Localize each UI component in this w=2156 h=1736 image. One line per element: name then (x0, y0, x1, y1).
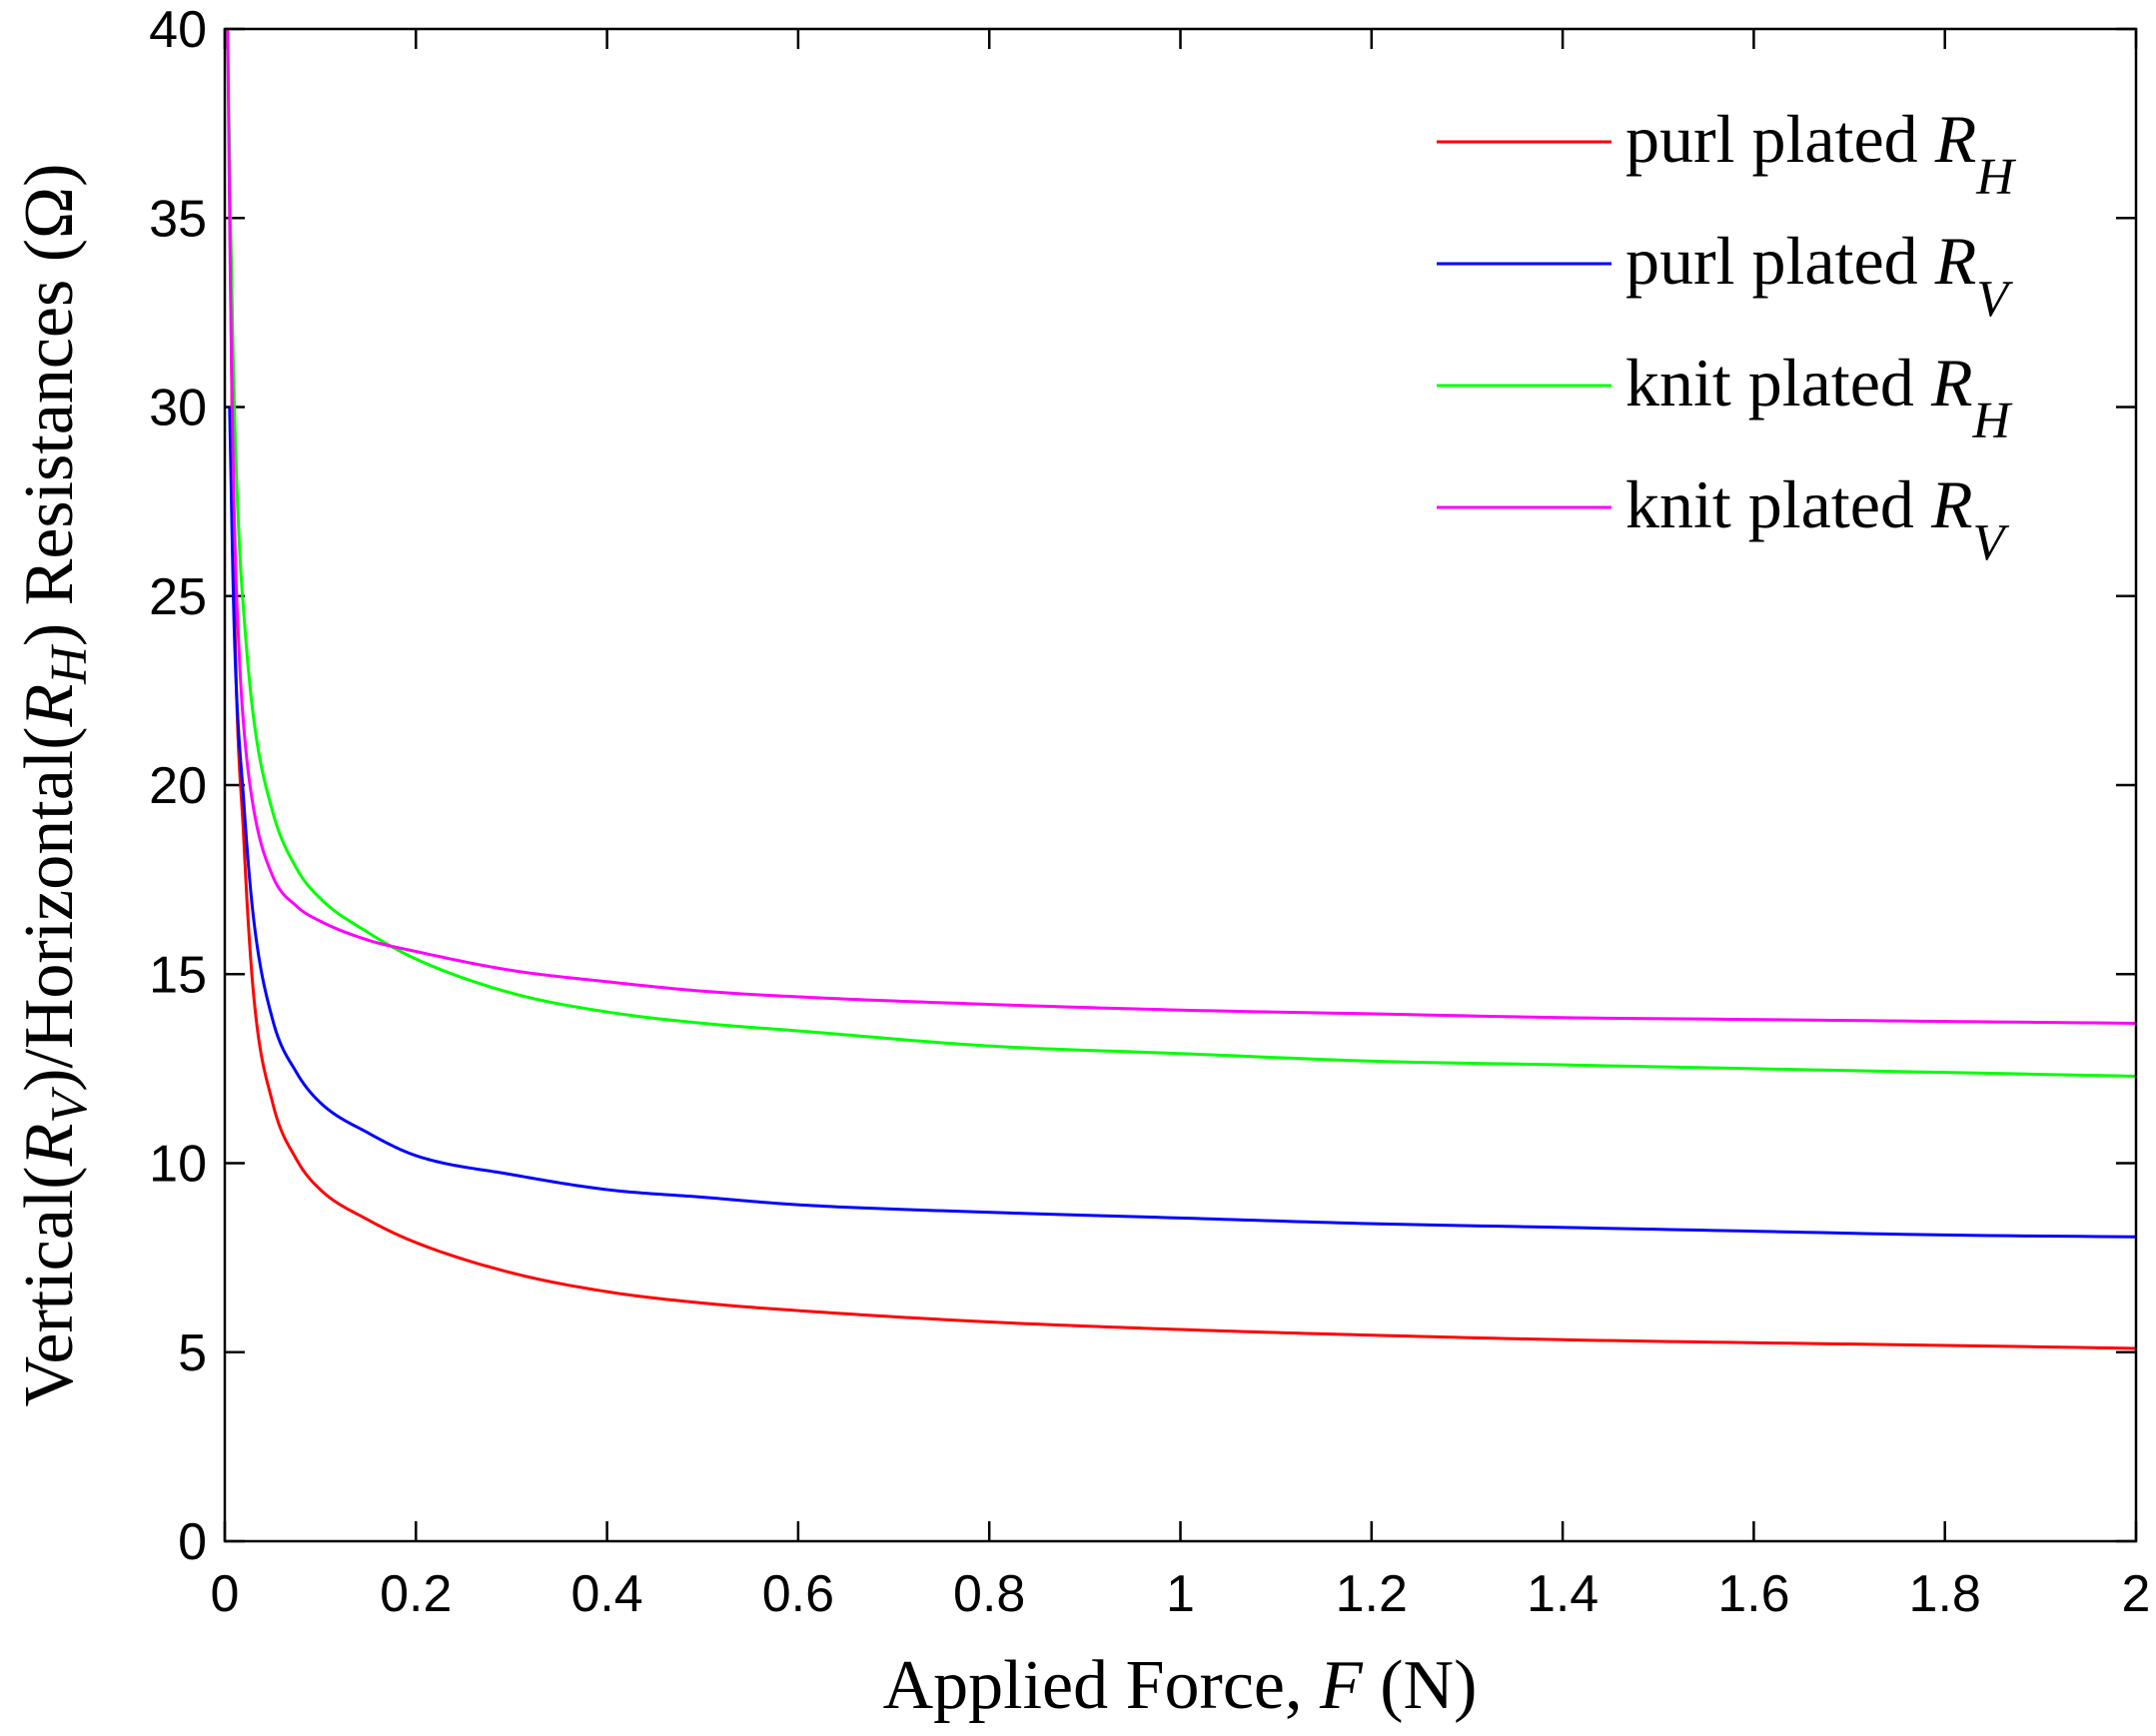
legend-label-sub: V (1972, 514, 2009, 571)
y-axis-label-r2: R (11, 684, 88, 728)
legend-label-var: R (1934, 101, 1977, 177)
y-tick-label: 30 (149, 380, 207, 437)
y-axis-label-part1: Vertical( (11, 1166, 88, 1406)
x-tick-label: 0.4 (570, 1565, 642, 1623)
legend-label: knit plated RH (1625, 345, 2012, 449)
series-line-4 (226, 28, 2137, 1025)
legend-label-sub: H (1971, 393, 2012, 449)
legend-label-text: purl plated (1625, 223, 1935, 299)
x-tick-label: 0 (211, 1565, 240, 1623)
y-tick-label: 15 (149, 946, 207, 1004)
legend-label-var: R (1934, 223, 1977, 299)
legend-item: purl plated RV (1437, 223, 2013, 328)
x-tick-label: 1.6 (1717, 1565, 1789, 1623)
legend-label-text: knit plated (1625, 345, 1931, 421)
x-tick-label: 1.8 (1909, 1565, 1981, 1623)
x-tick-label: 0.6 (762, 1565, 834, 1623)
x-tick-label: 1.2 (1336, 1565, 1408, 1623)
y-tick-label: 20 (149, 757, 207, 815)
y-tick-label: 5 (178, 1324, 207, 1382)
legend-item: knit plated RH (1437, 345, 2012, 449)
legend-item: purl plated RH (1437, 101, 2016, 206)
x-axis-label: Applied Force, F (N) (883, 1647, 1478, 1724)
y-tick-label: 40 (149, 1, 207, 59)
series-line-2 (228, 407, 2137, 1239)
x-axis-label-suffix: (N) (1363, 1647, 1478, 1724)
legend-label-sub: H (1975, 149, 2016, 206)
y-tick-label: 35 (149, 190, 207, 248)
legend-label: purl plated RV (1625, 223, 2013, 328)
y-axis-label-part2: )/Horizontal( (11, 726, 88, 1091)
plot-area (225, 29, 2136, 1541)
x-tick-labels: 0 0.2 0.4 0.6 0.8 1 1.2 1.4 1.6 1.8 2 (211, 1565, 2151, 1623)
legend-item: knit plated RV (1437, 466, 2009, 571)
y-axis-label-sub1: V (41, 1087, 98, 1124)
y-tick-label: 25 (149, 568, 207, 626)
legend-label-text: knit plated (1625, 466, 1931, 542)
y-axis-label: Vertical(RV)/Horizontal(RH) Resistances … (11, 164, 98, 1407)
legend-label-var: R (1930, 345, 1973, 421)
series-line-3 (226, 28, 2137, 1078)
y-tick-label: 0 (178, 1513, 207, 1571)
legend-label-sub: V (1976, 271, 2013, 328)
y-axis-label-part3: ) Resistances (Ω) (11, 164, 88, 647)
y-tick-labels: 0 5 10 15 20 25 30 35 40 (149, 1, 207, 1571)
x-tick-label: 1 (1166, 1565, 1195, 1623)
x-tick-label: 0.8 (953, 1565, 1025, 1623)
x-tick-label: 2 (2122, 1565, 2151, 1623)
legend-label: knit plated RV (1625, 466, 2009, 571)
x-tick-label: 1.4 (1527, 1565, 1599, 1623)
x-axis-label-prefix: Applied Force, (883, 1647, 1320, 1724)
legend-label: purl plated RH (1625, 101, 2016, 206)
legend-label-var: R (1930, 466, 1973, 542)
y-axis-label-sub2: H (41, 644, 98, 685)
plot-frame (223, 27, 2138, 1543)
series-group (226, 28, 2137, 1350)
y-axis-label-r1: R (11, 1124, 88, 1168)
legend-label-text: purl plated (1625, 101, 1935, 177)
x-axis-label-var: F (1319, 1647, 1364, 1724)
y-tick-label: 10 (149, 1136, 207, 1194)
x-tick-label: 0.2 (380, 1565, 452, 1623)
